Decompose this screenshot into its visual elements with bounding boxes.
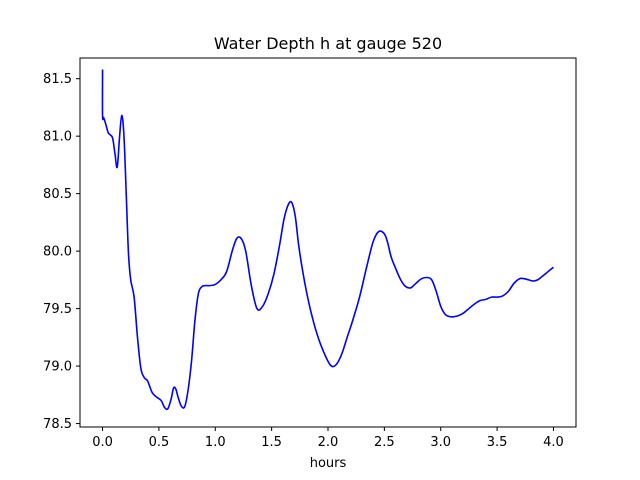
x-tick-label: 2.0	[318, 435, 339, 450]
plot-area: 0.0 0.5 1.0 1.5 2.0 2.5 3.0 3.5 4.0 78.5 79.0 79.5 8…	[43, 57, 577, 450]
y-tick-label: 80.0	[43, 245, 72, 260]
y-tick-label: 81.5	[43, 72, 72, 87]
series-line-0	[101, 69, 554, 411]
x-tick-label: 1.0	[205, 435, 226, 450]
x-tick-label: 0.0	[92, 435, 113, 450]
x-tick-label: 1.5	[261, 435, 282, 450]
y-tick-label: 79.0	[43, 360, 72, 375]
x-tick-label: 2.5	[374, 435, 395, 450]
y-tick-label: 79.5	[43, 302, 72, 317]
y-tick-label: 81.0	[43, 130, 72, 145]
x-axis-label: hours	[310, 456, 347, 471]
y-tick-label: 78.5	[43, 417, 72, 432]
chart-title: Water Depth h at gauge 520	[214, 34, 442, 53]
y-tick-label: 80.5	[43, 187, 72, 202]
x-tick-label: 3.5	[487, 435, 508, 450]
x-tick-label: 0.5	[149, 435, 170, 450]
x-tick-label: 3.0	[430, 435, 451, 450]
x-tick-label: 4.0	[543, 435, 564, 450]
